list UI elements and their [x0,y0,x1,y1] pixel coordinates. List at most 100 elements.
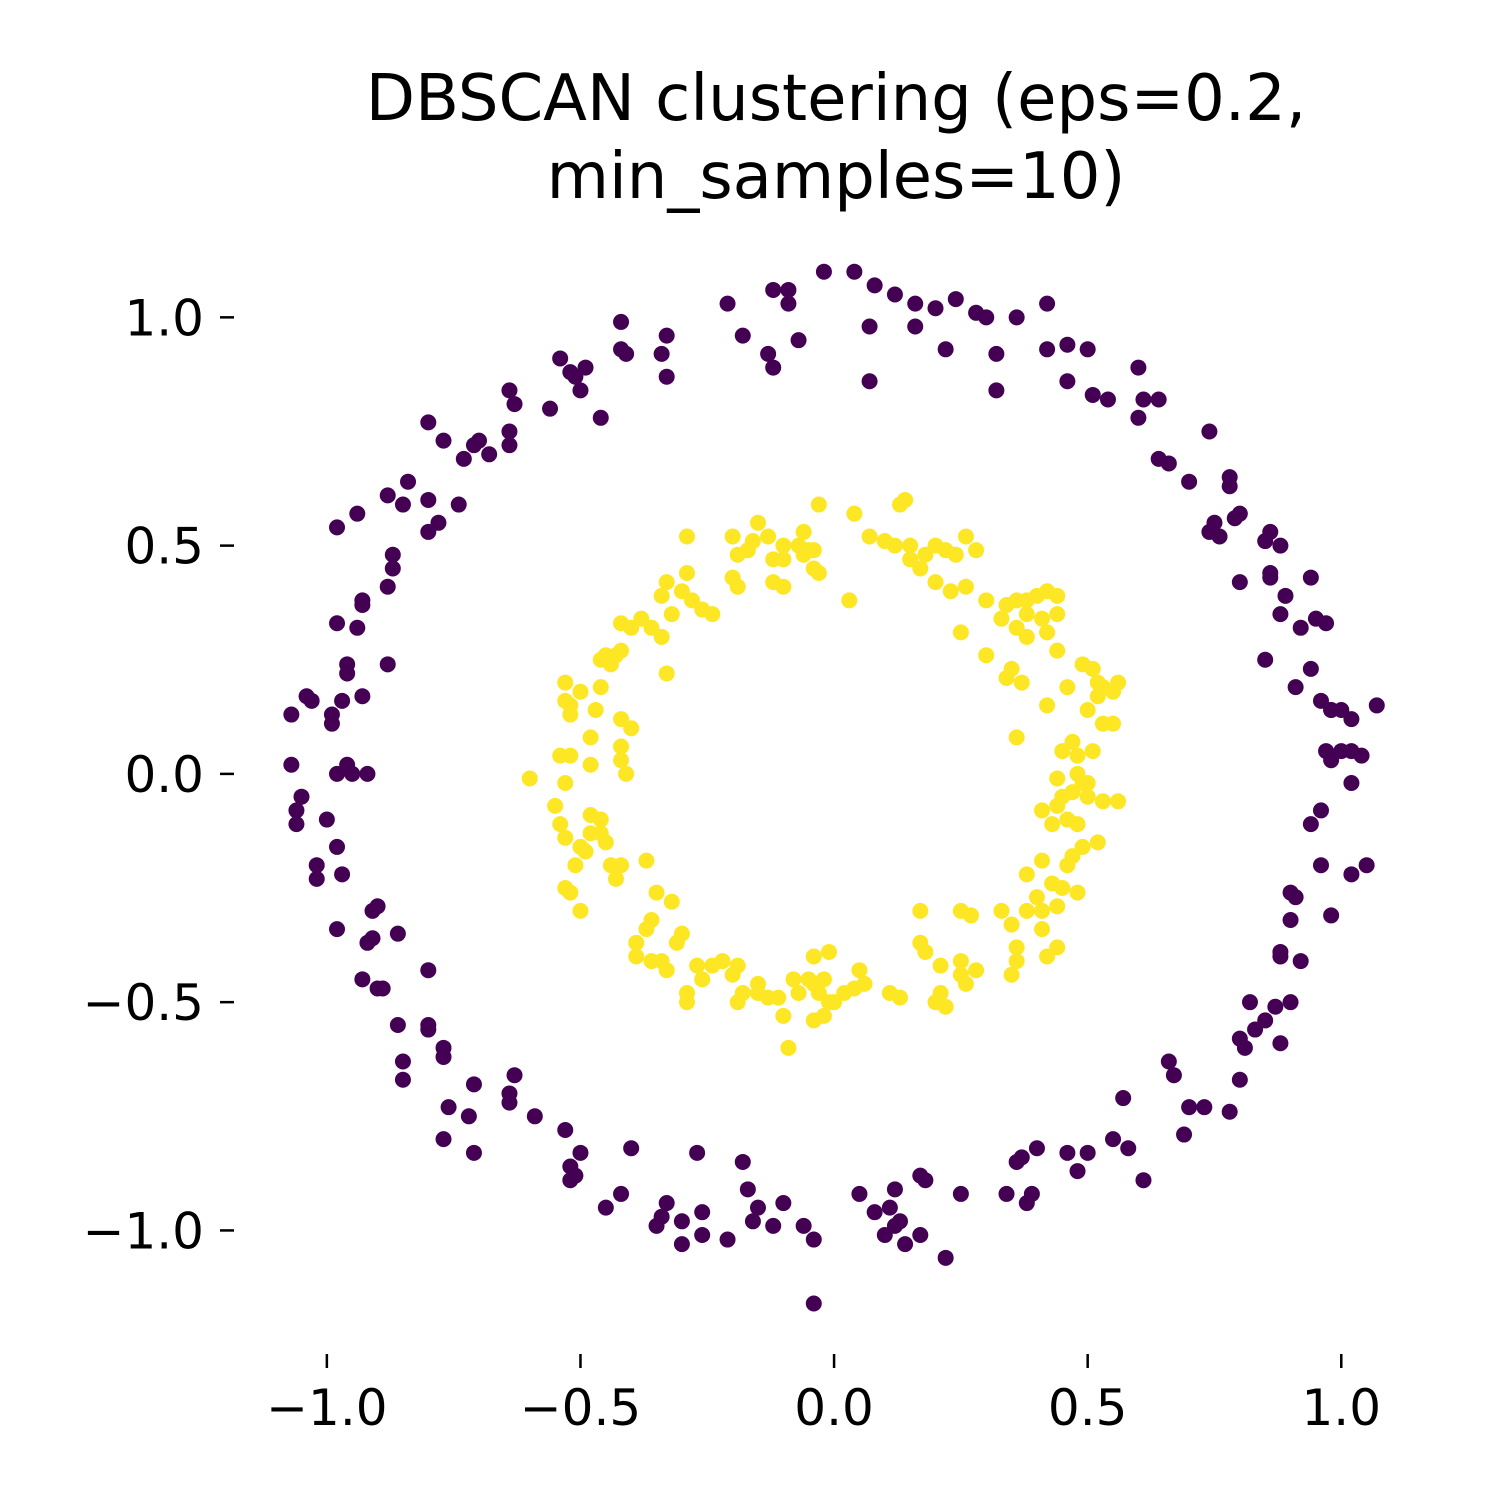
data-point [633,610,650,627]
data-point [1008,939,1025,956]
data-point [1034,902,1051,919]
data-point [288,802,305,819]
data-point [1028,889,1045,906]
data-point [1292,953,1309,970]
data-point [1079,341,1096,358]
data-point [1028,1140,1045,1157]
data-point [1049,642,1066,659]
data-point [628,948,645,965]
data-point [886,286,903,303]
data-point [993,902,1010,919]
data-point [1353,747,1370,764]
data-point [349,505,366,522]
data-point [618,345,635,362]
data-point [663,893,680,910]
data-point [673,1213,690,1230]
data-point [821,943,837,960]
data-point [623,720,640,737]
data-point [394,496,411,513]
data-point [1272,606,1289,623]
data-point [384,546,401,563]
data-point [678,565,695,582]
data-point [1343,775,1360,792]
data-point [557,674,574,691]
data-point [430,514,447,531]
data-point [1130,409,1147,426]
data-point [678,528,695,545]
data-point [775,1195,792,1212]
data-point [455,450,472,467]
data-point [1089,688,1106,705]
data-point [1049,606,1066,623]
data-point [1181,1099,1198,1116]
data-point [805,1012,822,1029]
data-point [369,980,386,997]
data-point [506,396,523,413]
data-point [1059,679,1076,696]
data-point [567,857,584,874]
data-point [658,665,675,682]
data-point [1292,619,1309,636]
data-point [952,902,969,919]
data-point [1008,953,1025,970]
data-point [557,1121,574,1138]
data-point [947,291,964,308]
data-point [1302,816,1319,833]
data-point [927,300,944,317]
data-point [846,263,863,280]
x-tick-label: 1.0 [1302,1379,1382,1437]
data-point [613,642,630,659]
data-point [1201,423,1218,440]
data-point [582,729,599,746]
data-point [1312,802,1329,819]
data-point [1257,651,1274,668]
data-point [1008,729,1025,746]
data-point [1034,610,1051,627]
data-point [1287,889,1304,906]
data-point [1231,1071,1248,1088]
data-point [1059,857,1076,874]
data-point [613,1185,630,1202]
data-point [1034,802,1051,819]
data-point [927,574,944,591]
x-tick-label: 0.0 [794,1379,874,1437]
data-point [572,382,589,399]
data-point [1358,857,1375,874]
data-point [744,533,761,550]
data-point [1049,797,1066,814]
data-point [440,1099,457,1116]
data-point [1079,788,1096,805]
data-point [678,994,695,1011]
data-point [851,1185,868,1202]
data-point [283,706,300,723]
data-point [841,592,858,609]
data-point [354,596,371,613]
data-point [501,423,518,440]
data-point [567,1167,584,1184]
data-point [866,277,883,294]
data-point [1013,674,1030,691]
data-point [1069,884,1086,901]
data-point [1079,701,1096,718]
data-point [765,1217,782,1234]
data-point [658,368,675,385]
data-point [471,432,488,449]
data-point [785,971,802,988]
data-point [1318,743,1335,760]
data-point [526,1108,543,1125]
data-point [729,578,746,595]
data-point [902,537,919,554]
data-point [572,683,589,700]
data-point [1039,948,1056,965]
data-point [749,514,766,531]
data-point [978,592,995,609]
data-point [1059,336,1076,353]
data-point [1049,898,1066,915]
data-point [861,318,878,335]
data-point [648,884,665,901]
data-point [420,523,437,540]
data-point [394,1053,411,1070]
data-point [704,957,721,974]
data-point [547,797,564,814]
